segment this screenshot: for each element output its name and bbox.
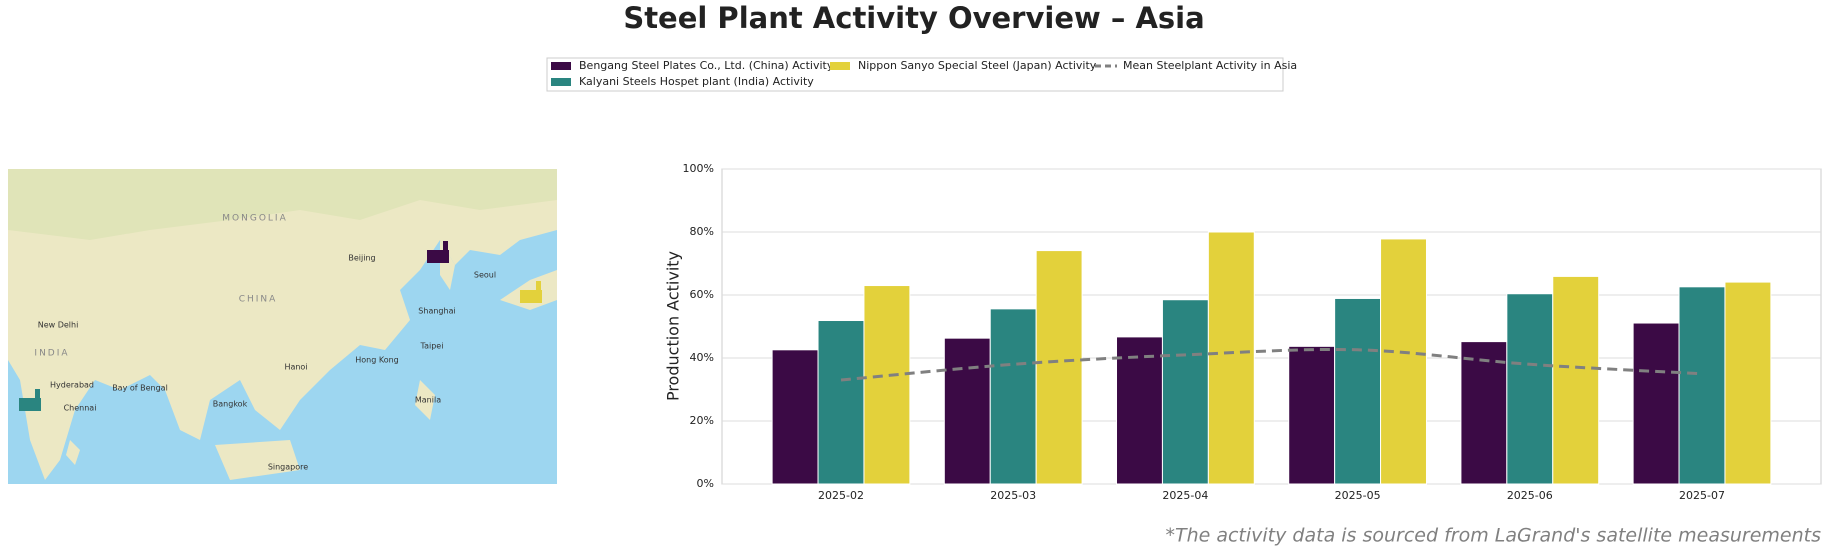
y-tick-label: 40% [690,351,714,364]
map-label: MONGOLIA [222,214,287,224]
map-label: Hong Kong [355,356,399,365]
x-tick-label: 2025-05 [1335,489,1381,502]
bar [943,337,991,485]
y-tick-label: 0% [697,477,714,490]
bar [1207,231,1255,485]
y-axis-label: Production Activity [664,251,683,401]
map-label: Bay of Bengal [112,384,168,393]
bar [1724,281,1772,485]
plant-icon [427,241,449,263]
x-tick-label: 2025-07 [1679,489,1725,502]
chart-title: Steel Plant Activity Overview – Asia [623,1,1204,35]
x-tick-label: 2025-03 [990,489,1036,502]
bar [1506,293,1554,485]
y-tick-label: 60% [690,288,714,301]
legend-swatch [551,62,571,70]
land [8,169,557,480]
bar [1552,275,1600,485]
bar [1334,297,1382,485]
x-tick-label: 2025-02 [818,489,864,502]
bar [989,308,1037,485]
plant-icon [19,389,41,411]
legend-label: Bengang Steel Plates Co., Ltd. (China) A… [579,59,834,72]
y-tick-label: 80% [690,225,714,238]
mean-line [840,347,1703,382]
legend-swatch [830,62,850,70]
map-label: Singapore [268,463,308,472]
map-label: Seoul [474,271,496,280]
bar [771,349,819,485]
plant-icon [520,281,542,303]
bar [863,285,911,485]
map-label: Beijing [348,254,375,263]
islands [66,380,435,480]
bar [1380,238,1427,485]
map: MONGOLIA CHINA INDIA Beijing Shanghai Seoul Ho… [8,169,557,484]
map-label: Hanoi [284,363,307,372]
map-label: Taipei [420,342,444,351]
legend-label: Mean Steelplant Activity in Asia [1123,59,1297,72]
bar [1632,322,1680,485]
map-label: Hyderabad [50,381,94,390]
y-tick-label: 20% [690,414,714,427]
bar [1035,250,1083,485]
bar [1116,336,1163,485]
x-tick-label: 2025-04 [1162,489,1208,502]
footnote: *The activity data is sourced from LaGra… [1165,525,1821,547]
bar [1288,345,1336,485]
legend-label: Nippon Sanyo Special Steel (Japan) Activ… [858,59,1097,72]
x-tick-label: 2025-06 [1507,489,1553,502]
map-label: Manila [415,396,441,405]
bar [817,320,865,485]
bar [1678,286,1726,485]
y-tick-label: 100% [683,162,714,175]
legend-label: Kalyani Steels Hospet plant (India) Acti… [579,75,814,88]
map-label: CHINA [239,295,278,305]
bar [1161,299,1209,485]
bar [1460,341,1508,485]
map-label: Bangkok [213,400,248,409]
map-label: New Delhi [38,321,79,330]
map-label: Shanghai [418,307,455,316]
legend-box [546,57,1284,92]
map-label: Chennai [64,404,97,413]
map-label: INDIA [34,349,69,359]
legend-swatch [551,78,571,86]
land-north [8,169,557,240]
